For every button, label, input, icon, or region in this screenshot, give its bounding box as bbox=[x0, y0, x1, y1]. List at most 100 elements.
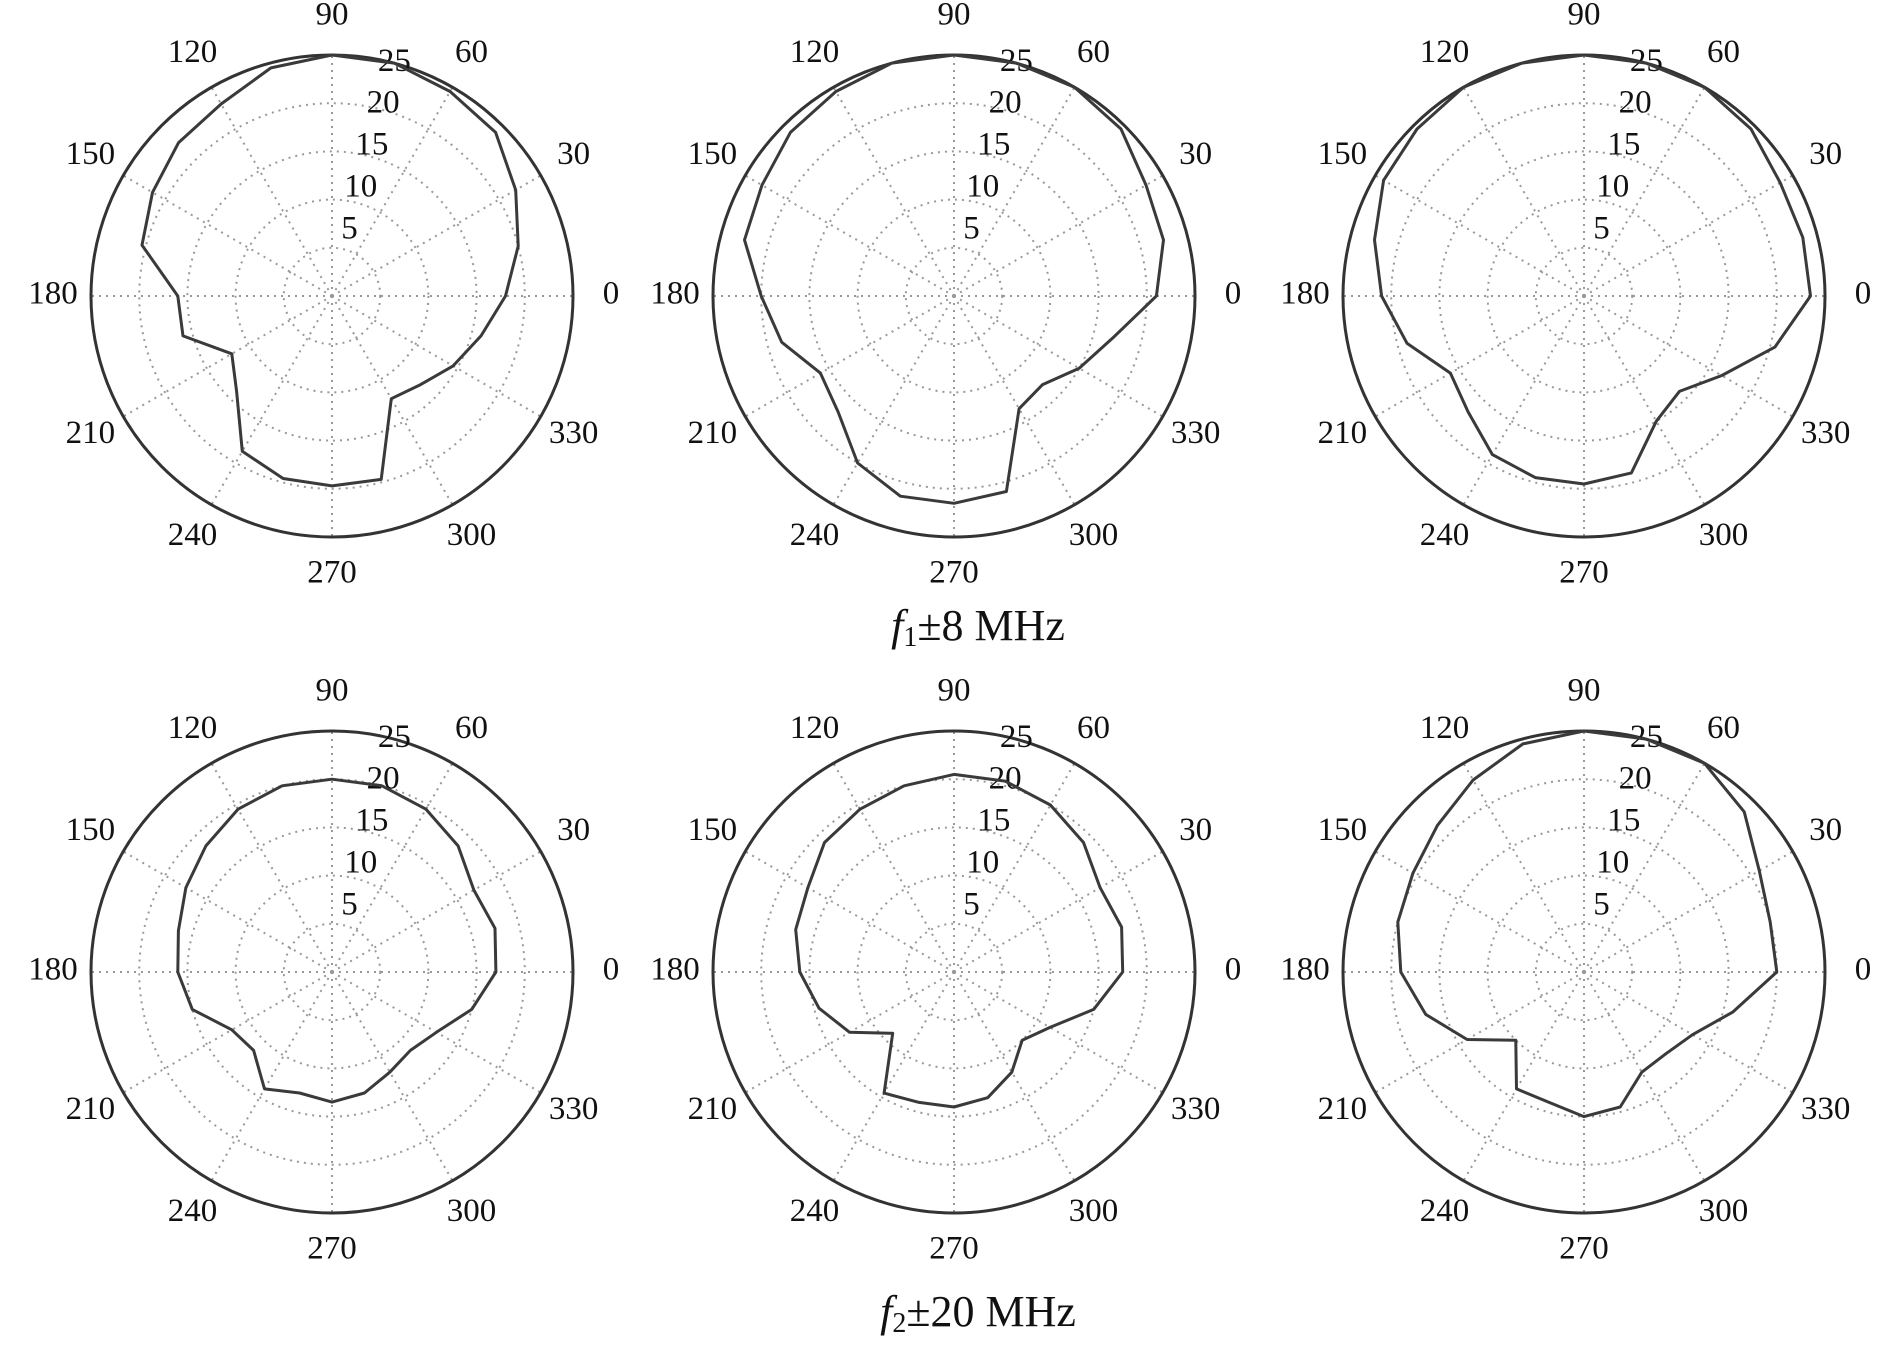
angle-tick-label: 90 bbox=[1568, 0, 1601, 33]
spoke-grid-line bbox=[832, 971, 955, 1182]
angle-tick-label: 120 bbox=[790, 34, 840, 70]
radial-tick-label: 15 bbox=[355, 803, 388, 839]
angle-tick-label: 90 bbox=[1568, 673, 1601, 709]
ring-grid-line bbox=[904, 246, 1004, 346]
spoke-grid-line bbox=[953, 174, 1164, 297]
ring-grid-line bbox=[1486, 198, 1682, 394]
ring-grid-line bbox=[282, 922, 382, 1022]
angle-tick-label: 0 bbox=[1855, 276, 1872, 312]
angle-tick-label: 60 bbox=[1707, 34, 1740, 70]
angle-tick-label: 120 bbox=[168, 710, 218, 746]
angle-tick-label: 240 bbox=[790, 1193, 840, 1229]
angle-tick-label: 180 bbox=[650, 276, 700, 312]
angle-tick-label: 180 bbox=[28, 276, 78, 312]
ring-grid-line bbox=[1534, 922, 1634, 1022]
ring-grid-line bbox=[856, 198, 1052, 394]
angle-tick-label: 180 bbox=[1280, 276, 1330, 312]
angle-tick-label: 210 bbox=[66, 1091, 116, 1127]
angle-tick-label: 150 bbox=[66, 136, 116, 172]
caption-subscript: 1 bbox=[903, 622, 917, 653]
angle-tick-label: 210 bbox=[1318, 1091, 1368, 1127]
angle-tick-label: 60 bbox=[455, 710, 488, 746]
spoke-grid-line bbox=[832, 86, 955, 297]
spoke-grid-line bbox=[744, 295, 955, 418]
angle-tick-label: 270 bbox=[307, 555, 357, 591]
spoke-grid-line bbox=[953, 295, 1076, 506]
outer-ring bbox=[89, 729, 575, 1215]
spoke-grid-line bbox=[331, 971, 454, 1182]
spoke-grid-line bbox=[1374, 174, 1585, 297]
angle-tick-label: 0 bbox=[1225, 276, 1242, 312]
spoke-grid-line bbox=[331, 762, 454, 973]
radial-tick-label: 5 bbox=[963, 210, 980, 246]
spoke-grid-line bbox=[210, 762, 333, 973]
spoke-grid-line bbox=[331, 295, 542, 418]
spoke-grid-line bbox=[331, 86, 454, 297]
angle-tick-label: 90 bbox=[938, 0, 971, 33]
spoke-grid-line bbox=[122, 295, 333, 418]
pattern-curve bbox=[743, 53, 1165, 505]
radial-tick-label: 20 bbox=[989, 85, 1022, 121]
angle-tick-label: 60 bbox=[1707, 710, 1740, 746]
caption-text: ±8 MHz bbox=[917, 601, 1065, 650]
angle-tick-label: 120 bbox=[1420, 34, 1470, 70]
ring-grid-line bbox=[186, 826, 478, 1118]
radial-tick-label: 10 bbox=[344, 844, 377, 880]
radial-tick-label: 10 bbox=[344, 168, 377, 204]
angle-tick-label: 30 bbox=[1809, 136, 1842, 172]
radial-tick-label: 15 bbox=[977, 803, 1010, 839]
angle-tick-label: 150 bbox=[66, 812, 116, 848]
spoke-grid-line bbox=[1462, 971, 1585, 1182]
angle-tick-label: 120 bbox=[790, 710, 840, 746]
spoke-grid-line bbox=[1374, 850, 1585, 973]
spoke-grid-line bbox=[1583, 295, 1706, 506]
angle-tick-label: 0 bbox=[603, 952, 620, 988]
angle-tick-label: 90 bbox=[316, 0, 349, 33]
angle-tick-label: 300 bbox=[447, 1193, 497, 1229]
ring-grid-line bbox=[856, 874, 1052, 1070]
radial-tick-label: 15 bbox=[1607, 127, 1640, 163]
ring-grid-line bbox=[1390, 102, 1778, 490]
angle-tick-label: 300 bbox=[447, 517, 497, 553]
pattern-curve bbox=[1396, 729, 1779, 1119]
radial-tick-label: 20 bbox=[1619, 761, 1652, 797]
angle-tick-label: 0 bbox=[603, 276, 620, 312]
radial-tick-label: 10 bbox=[1596, 844, 1629, 880]
outer-ring bbox=[711, 729, 1197, 1215]
radial-tick-label: 20 bbox=[367, 85, 400, 121]
ring-grid-line bbox=[234, 198, 430, 394]
angle-tick-label: 300 bbox=[1069, 1193, 1119, 1229]
radial-tick-label: 25 bbox=[1000, 719, 1033, 755]
pattern-curve bbox=[140, 53, 520, 488]
spoke-grid-line bbox=[1583, 86, 1706, 297]
spoke-grid-line bbox=[953, 971, 1164, 1094]
spoke-grid-line bbox=[331, 174, 542, 297]
caption-text: ±20 MHz bbox=[906, 1287, 1076, 1336]
pattern-curve bbox=[176, 777, 498, 1104]
angle-tick-label: 0 bbox=[1225, 952, 1242, 988]
spoke-grid-line bbox=[210, 295, 333, 506]
radial-tick-label: 5 bbox=[341, 886, 358, 922]
ring-grid-line bbox=[138, 778, 526, 1166]
spoke-grid-line bbox=[744, 174, 955, 297]
spoke-grid-line bbox=[953, 971, 1076, 1182]
angle-tick-label: 270 bbox=[929, 1231, 979, 1267]
ring-grid-line bbox=[1438, 826, 1730, 1118]
angle-tick-label: 120 bbox=[1420, 710, 1470, 746]
angle-tick-label: 300 bbox=[1699, 1193, 1749, 1229]
angle-tick-label: 30 bbox=[1179, 812, 1212, 848]
angle-tick-label: 210 bbox=[1318, 415, 1368, 451]
spoke-grid-line bbox=[1583, 971, 1706, 1182]
ring-grid-line bbox=[1486, 874, 1682, 1070]
angle-tick-label: 150 bbox=[1318, 136, 1368, 172]
spoke-grid-line bbox=[832, 295, 955, 506]
angle-tick-label: 30 bbox=[557, 812, 590, 848]
ring-grid-line bbox=[234, 874, 430, 1070]
spoke-grid-line bbox=[1462, 86, 1585, 297]
radial-tick-label: 15 bbox=[977, 127, 1010, 163]
ring-grid-line bbox=[904, 922, 1004, 1022]
spoke-grid-line bbox=[1583, 850, 1794, 973]
angle-tick-label: 270 bbox=[1559, 555, 1609, 591]
